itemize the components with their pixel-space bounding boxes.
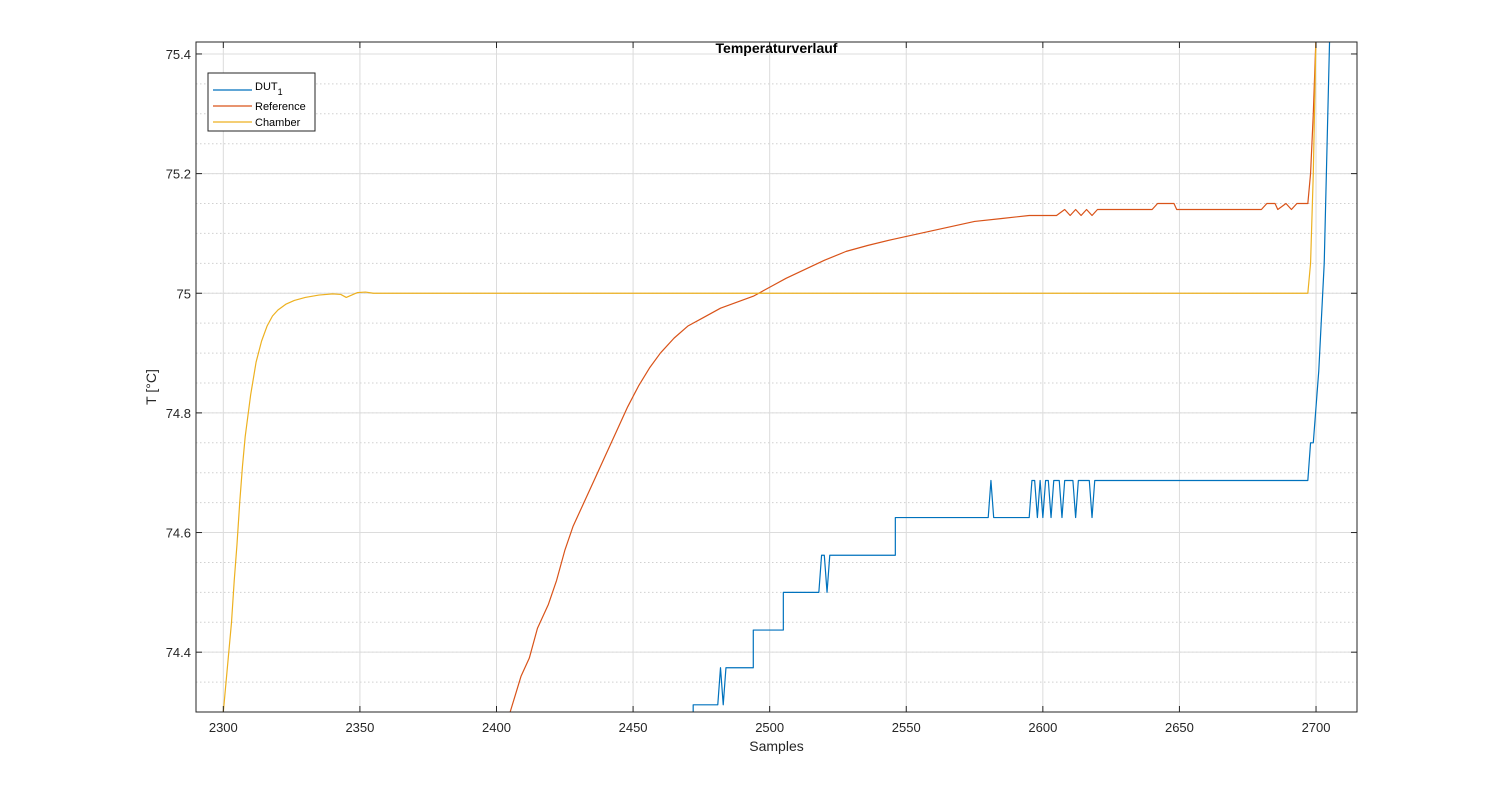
x-tick-label: 2400 xyxy=(482,720,511,735)
series-group xyxy=(222,42,1331,712)
legend: DUT1 Reference Chamber xyxy=(207,72,316,132)
legend-label: Reference xyxy=(255,101,306,113)
legend-label: Chamber xyxy=(255,117,301,129)
x-tick-label: 2500 xyxy=(755,720,784,735)
y-tick-label: 75.4 xyxy=(166,47,191,62)
x-tick-label: 2600 xyxy=(1028,720,1057,735)
y-tick-label: 74.6 xyxy=(166,526,191,541)
x-tick-label: 2650 xyxy=(1165,720,1194,735)
y-tick-label: 75 xyxy=(177,286,191,301)
y-tick-label: 75.2 xyxy=(166,167,191,182)
series-line-dut-1 xyxy=(692,42,1331,712)
plot-frame xyxy=(195,41,1358,713)
x-tick-label: 2350 xyxy=(345,720,374,735)
x-tick-label: 2450 xyxy=(619,720,648,735)
axis-ticks: 2300 2350 2400 2450 2500 2550 2600 2650 2700 74.4… xyxy=(166,42,1357,735)
x-tick-label: 2300 xyxy=(209,720,238,735)
x-axis-label: Samples xyxy=(749,738,803,754)
grid xyxy=(196,42,1357,713)
legend-label: DUT1 xyxy=(255,81,283,97)
plot-area xyxy=(196,42,1357,712)
series-line-chamber xyxy=(222,42,1317,712)
legend-box xyxy=(207,72,316,132)
y-tick-label: 74.8 xyxy=(166,406,191,421)
series-line-reference xyxy=(509,42,1317,712)
x-tick-label: 2550 xyxy=(892,720,921,735)
y-tick-label: 74.4 xyxy=(166,645,191,660)
y-axis-label: T [°C] xyxy=(143,369,159,405)
x-tick-label: 2700 xyxy=(1302,720,1331,735)
chart-title: Temperaturverlauf xyxy=(716,40,838,56)
